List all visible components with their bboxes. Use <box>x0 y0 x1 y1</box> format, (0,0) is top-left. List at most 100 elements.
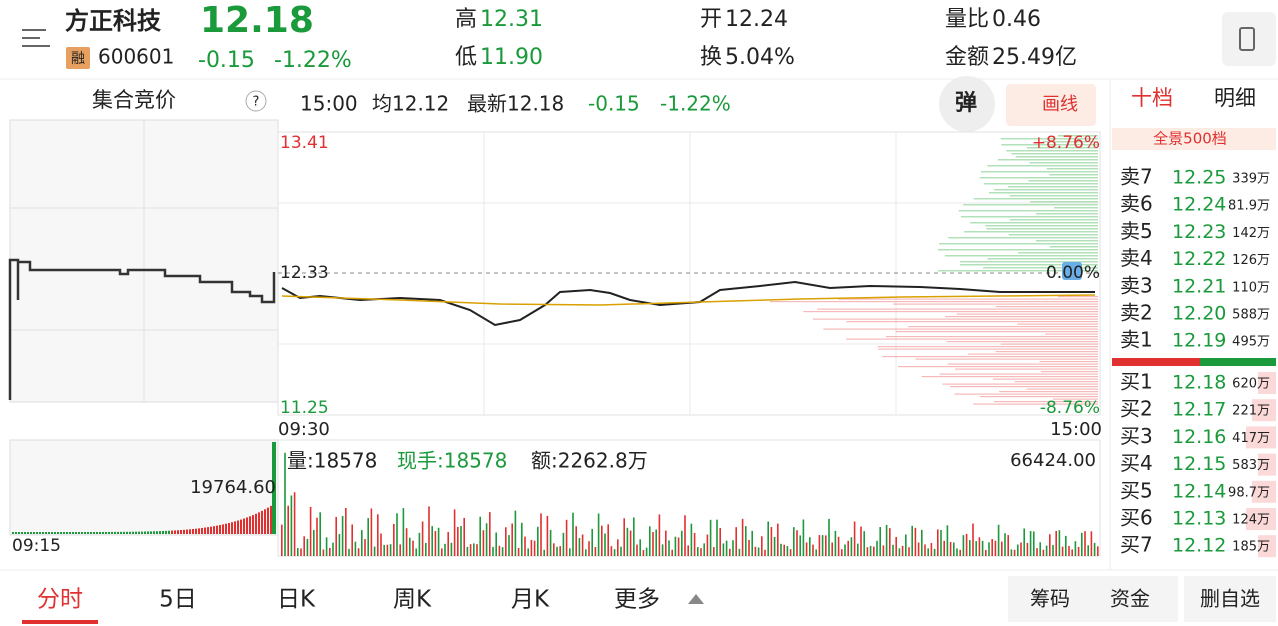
volume-bar <box>677 537 680 556</box>
auction-volume-bar <box>33 532 35 534</box>
action-button[interactable]: 删自选 <box>1200 587 1260 611</box>
volume-bar <box>911 525 913 556</box>
volume-bar <box>713 547 715 556</box>
auction-title: 集合竞价 <box>92 88 176 112</box>
volume-bar <box>389 544 392 556</box>
depth-bar <box>948 237 1098 239</box>
depth-bar <box>846 321 1098 323</box>
device-icon <box>1239 27 1255 51</box>
volume-bar <box>405 528 408 556</box>
volume-bar <box>383 544 385 556</box>
depth-bar <box>939 373 1098 375</box>
device-button[interactable] <box>1222 12 1276 66</box>
auction-volume-bar <box>159 531 161 534</box>
level-volume: 110万 <box>1232 280 1270 295</box>
volume-bar <box>370 508 373 556</box>
bottom-tab[interactable]: 分时 <box>37 587 83 613</box>
book-banner[interactable]: 全景500档 <box>1153 130 1227 148</box>
level-price: 12.19 <box>1172 330 1226 352</box>
bottom-tab[interactable]: 月K <box>511 587 550 613</box>
volume-bar <box>706 534 709 556</box>
volume-bar <box>962 535 965 556</box>
more-arrow[interactable] <box>688 594 704 604</box>
volume-bar <box>732 540 734 556</box>
volume-bar <box>367 518 369 556</box>
volume-bar <box>377 514 379 556</box>
volume-bar <box>1090 531 1093 556</box>
depth-bar <box>769 301 1098 303</box>
volume-bar <box>364 539 366 556</box>
volume-bar <box>815 549 817 556</box>
volume-bar <box>1074 541 1077 556</box>
book-tab[interactable]: 十档 <box>1131 86 1173 110</box>
bottom-tab[interactable]: 日K <box>277 587 316 613</box>
menu-icon[interactable] <box>22 29 50 47</box>
auction-volume-bar <box>147 531 149 534</box>
base-pct-label: 0.00% <box>1046 263 1100 283</box>
popup-label[interactable]: 弹 <box>955 91 977 116</box>
volume-bar <box>837 536 840 556</box>
auction-volume-bar <box>171 530 173 534</box>
volume-bar <box>351 524 353 556</box>
stat-value: 12.31 <box>480 7 543 32</box>
depth-bar <box>987 165 1098 167</box>
auction-volume-bar <box>231 522 233 534</box>
auction-volume-bar <box>180 530 182 534</box>
depth-bar <box>1029 162 1098 164</box>
auction-volume-bar <box>36 532 38 534</box>
volume-bar <box>313 530 315 556</box>
volume-bar <box>415 548 417 556</box>
volume-bar <box>325 537 328 556</box>
level-price: 12.16 <box>1172 426 1226 448</box>
volume-max: 66424.00 <box>1010 450 1096 471</box>
volume-bar <box>495 532 497 556</box>
action-button[interactable]: 筹码 <box>1030 587 1070 611</box>
volume-bar <box>671 549 673 556</box>
depth-bar <box>803 311 1098 313</box>
level-volume: 339万 <box>1232 172 1270 187</box>
level-volume: 417万 <box>1232 431 1270 446</box>
volume-bar <box>581 534 584 556</box>
volume-bar <box>927 548 929 556</box>
volume-bar <box>889 528 891 556</box>
volume-bar <box>645 547 648 556</box>
change-pct: -1.22% <box>274 48 352 73</box>
depth-bar <box>963 204 1098 206</box>
volume-bar <box>604 533 606 556</box>
book-tab[interactable]: 明细 <box>1214 86 1256 110</box>
auction-volume-bar <box>207 527 209 534</box>
auction-volume-bar <box>162 530 164 534</box>
depth-bar <box>898 366 1098 368</box>
volume-bar <box>770 527 773 556</box>
level-volume: 81.9万 <box>1228 199 1270 214</box>
volume-bar <box>969 540 971 556</box>
auction-volume-bar <box>108 531 110 534</box>
volume-bar <box>287 505 289 556</box>
bid-depth <box>1258 453 1276 476</box>
price: 12.18 <box>200 0 314 41</box>
auction-volume-bar <box>114 531 116 534</box>
volume-bar <box>652 532 654 556</box>
bottom-tab[interactable]: 更多 <box>614 587 660 613</box>
volume-bar <box>812 544 814 556</box>
stock-name: 方正科技 <box>65 7 162 35</box>
action-button[interactable]: 资金 <box>1110 587 1150 611</box>
volume-bar <box>386 544 389 556</box>
volume-bar <box>757 547 760 556</box>
bottom-tab[interactable]: 周K <box>393 587 432 613</box>
volume-bar <box>626 527 629 556</box>
draw-button[interactable] <box>1006 84 1096 126</box>
popup-button[interactable] <box>939 76 995 132</box>
auction-volume-bar <box>111 531 113 534</box>
bottom-tab[interactable]: 5日 <box>159 587 197 613</box>
auction-volume-bar <box>144 531 146 534</box>
volume-bar <box>796 530 798 556</box>
auction-volume-bar <box>99 531 101 534</box>
depth-bar <box>973 403 1098 405</box>
draw-label[interactable]: 画线 <box>1042 94 1078 115</box>
price-line <box>281 280 1095 327</box>
help-icon[interactable] <box>245 90 267 112</box>
auction-volume-bar <box>72 531 74 534</box>
volume-bar <box>341 516 344 556</box>
volume-bar <box>588 541 590 556</box>
